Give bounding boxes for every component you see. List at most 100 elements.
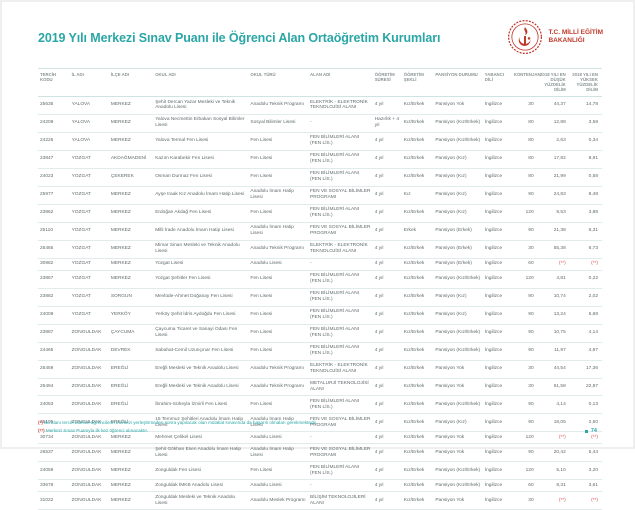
table-cell: (**) bbox=[537, 431, 570, 445]
footnote-2: (**) Merkezi Sınav Puanıyla ilk kez öğre… bbox=[38, 427, 317, 435]
table-cell: 0,13 bbox=[569, 395, 602, 415]
table-cell: DEVREK bbox=[108, 342, 154, 361]
table-cell: Kız/Erkek bbox=[401, 96, 434, 115]
table-cell: 4 yıl bbox=[372, 479, 402, 493]
table-cell: YALOVA bbox=[69, 132, 109, 151]
table-cell: 30 bbox=[511, 491, 538, 510]
table-cell: 4 yıl bbox=[372, 258, 402, 271]
table-cell: Mevlüde-Ahmet Doğanay Fen Lisesi bbox=[153, 288, 249, 307]
table-row: 25459 ZONGULDAK EREĞLİ Ereğli Mesleki ve Te… bbox=[38, 360, 602, 379]
table-cell: 5,10 bbox=[537, 461, 570, 481]
footnote-1-text: Bu alanı tercih edecek öğrencilerin merk… bbox=[44, 420, 318, 425]
table-row: 25635 YALOVA MERKEZ Şehit Dercan Yazar Mesl… bbox=[38, 96, 602, 115]
table-cell: FEN BİLİMLERİ ALANI (FEN LİS.) bbox=[308, 150, 373, 169]
table-cell: İngilizce bbox=[482, 258, 512, 271]
table-cell: MERKEZ bbox=[108, 479, 154, 493]
table-cell: AKDAĞMADENİ bbox=[108, 150, 154, 169]
table-cell: İngilizce bbox=[482, 288, 512, 307]
table-cell: 44,37 bbox=[537, 96, 570, 115]
ministry-logo: T.C. MİLLİ EĞİTİM BAKANLIĞI bbox=[507, 19, 603, 55]
footnote-2-text: Merkezi Sınav Puanıyla ilk kez öğrenci a… bbox=[45, 427, 149, 433]
table-cell: MERKEZ bbox=[108, 204, 154, 223]
table-cell: 24053 bbox=[38, 395, 70, 415]
schools-table-container: TERCİH KODU İL ADI İLÇE ADI OKUL ADI OKUL TÜ… bbox=[38, 68, 602, 510]
table-cell: 25465 bbox=[38, 240, 70, 259]
table-cell: 12,88 bbox=[537, 114, 570, 133]
table-cell: Şehit Dercan Yazar Mesleki ve Teknik Ana… bbox=[153, 96, 249, 115]
table-row: 25465 YOZGAT MERKEZ Mimar Sinan Mesleki ve … bbox=[38, 240, 602, 259]
table-cell: Kız/Erkek bbox=[401, 443, 434, 463]
table-cell: 20,42 bbox=[537, 443, 570, 463]
table-cell: ELEKTRİK - ELEKTRONİK TEKNOLOJİSİ ALANI bbox=[308, 360, 373, 379]
table-cell: MERKEZ bbox=[108, 270, 154, 289]
table-row: 30734 ZONGULDAK MERKEZ Mehmet Çelikel Lises… bbox=[38, 431, 602, 445]
table-cell: Mehmet Çelikel Lisesi bbox=[153, 431, 249, 445]
table-cell: FEN VE SOSYAL BİLİMLER PROGRAMI bbox=[308, 222, 373, 241]
table-cell: Kız/Erkek bbox=[401, 479, 434, 493]
table-row: 33678 ZONGULDAK MERKEZ Zonguldak İMKB Anado… bbox=[38, 479, 602, 493]
table-cell: SORGUN bbox=[108, 288, 154, 307]
table-cell: İngilizce bbox=[482, 204, 512, 223]
table-row: 23867 YOZGAT MERKEZ Yozgat Şehitler Fen Lis… bbox=[38, 270, 602, 289]
table-row: 24023 YOZGAT ÇEKEREK Osman Durmaz Fen Lises… bbox=[38, 168, 602, 187]
table-cell: MERKEZ bbox=[108, 240, 154, 259]
table-row: 26537 ZONGULDAK MERKEZ Şehit Gökhan Esen An… bbox=[38, 443, 602, 463]
table-cell: Anadolu İmam Hatip Lisesi bbox=[248, 186, 308, 205]
table-cell: 25494 bbox=[38, 378, 70, 397]
page-title: 2019 Yılı Merkezi Sınav Puanı ile Öğrenc… bbox=[38, 31, 441, 45]
table-cell: FEN VE SOSYAL BİLİMLER PROGRAMI bbox=[308, 443, 373, 463]
column-header: OKUL TÜRÜ bbox=[248, 68, 308, 97]
table-cell: Kız/Erkek bbox=[401, 204, 434, 223]
table-cell: - bbox=[308, 258, 373, 271]
table-cell: 90 bbox=[511, 413, 538, 433]
table-cell: 4 yıl bbox=[372, 132, 402, 151]
table-cell: YALOVA bbox=[69, 114, 109, 133]
table-cell: Çaycuma Ticaret ve Sanayi Odası Fen Lise… bbox=[153, 324, 249, 343]
table-cell: 30734 bbox=[38, 431, 70, 445]
table-cell: Yozgat Lisesi bbox=[153, 258, 249, 271]
table-cell: FEN BİLİMLERİ ALANI (FEN LİS.) bbox=[308, 132, 373, 151]
table-cell: 8,48 bbox=[569, 186, 602, 205]
table-cell: Şehit Gökhan Esen Anadolu İmam Hatip Lis… bbox=[153, 443, 249, 463]
table-cell: - bbox=[308, 114, 373, 133]
table-cell: MERKEZ bbox=[108, 431, 154, 445]
table-cell: 25977 bbox=[38, 186, 70, 205]
table-cell: Sabahat-Cemil Uzunçınar Fen Lisesi bbox=[153, 342, 249, 361]
table-cell: Yalova Necmettin Erbakan Sosyal Bilimler… bbox=[153, 114, 249, 133]
table-cell: Pansiyon Yok bbox=[433, 96, 483, 115]
table-cell: Pansiyon (Kız) bbox=[433, 413, 483, 433]
column-header: ÖĞRETİM ŞEKLİ bbox=[401, 68, 434, 97]
table-cell: 8,91 bbox=[569, 150, 602, 169]
table-row: 23887 ZONGULDAK ÇAYCUMA Çaycuma Ticaret ve … bbox=[38, 324, 602, 343]
table-cell: Pansiyon (Kız) bbox=[433, 306, 483, 325]
column-header: OKUL ADI bbox=[153, 68, 249, 97]
table-cell: Kız/Erkek bbox=[401, 378, 434, 397]
table-cell: İngilizce bbox=[482, 114, 512, 133]
table-cell: (**) bbox=[537, 491, 570, 510]
table-cell: Zonguldak Mesleki ve Teknik Anadolu Lise… bbox=[153, 491, 249, 510]
table-cell: Kız/Erkek bbox=[401, 258, 434, 271]
table-cell: FEN BİLİMLERİ ALANI (FEN LİS.) bbox=[308, 288, 373, 307]
table-cell: Fen Lisesi bbox=[248, 461, 308, 481]
table-cell: Pansiyon Yok bbox=[433, 431, 483, 445]
table-cell: İngilizce bbox=[482, 186, 512, 205]
table-cell: Ereğli Mesleki ve Teknik Anadolu Lisesi bbox=[153, 378, 249, 397]
table-cell: 4 yıl bbox=[372, 168, 402, 187]
table-cell: Kız/Erkek bbox=[401, 306, 434, 325]
table-cell: YOZGAT bbox=[69, 186, 109, 205]
table-cell: 25105 bbox=[38, 413, 70, 433]
table-cell: Pansiyon (Kız/Erkek) bbox=[433, 270, 483, 289]
table-cell: 6,73 bbox=[569, 240, 602, 259]
table-cell: Osman Durmaz Fen Lisesi bbox=[153, 168, 249, 187]
table-cell: 3,61 bbox=[569, 479, 602, 493]
table-cell: 4 yıl bbox=[372, 222, 402, 241]
table-cell: 4 yıl bbox=[372, 378, 402, 397]
table-cell: 5,44 bbox=[569, 443, 602, 463]
table-cell: YOZGAT bbox=[69, 288, 109, 307]
table-row: 23862 YOZGAT MERKEZ Erdoğan Akdağ Fen Lises… bbox=[38, 204, 602, 223]
table-cell: Fen Lisesi bbox=[248, 132, 308, 151]
table-cell: 4 yıl bbox=[372, 240, 402, 259]
table-cell: FEN VE SOSYAL BİLİMLER PROGRAMI bbox=[308, 413, 373, 433]
table-cell: 4 yıl bbox=[372, 96, 402, 115]
column-header: TERCİH KODU bbox=[38, 68, 70, 97]
